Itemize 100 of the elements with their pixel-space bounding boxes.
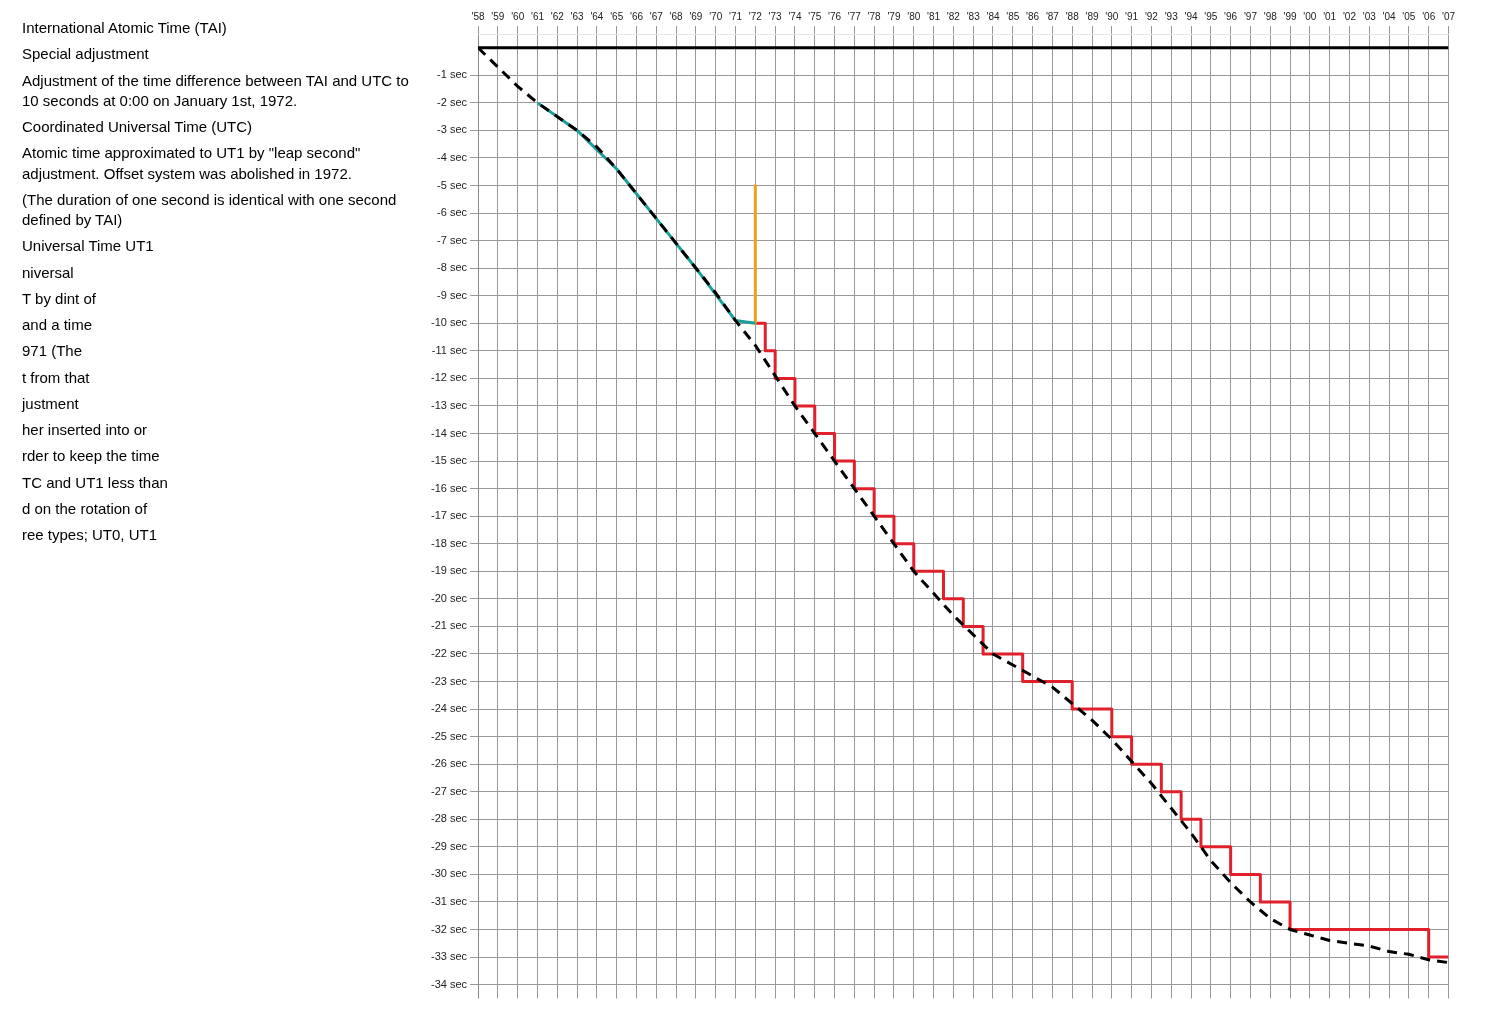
text: Atomic time approximated to UT1 by "leap second" adjustment. Offset system was abolished in 1972. — [22, 143, 362, 184]
x-tick-label: '60 — [511, 10, 525, 22]
text: T by dint of — [22, 288, 97, 309]
y-tick-label: -34 sec — [430, 977, 468, 990]
y-tick-label: -3 sec — [437, 123, 468, 136]
x-tick-label: '75 — [808, 10, 822, 22]
text: her inserted into or — [22, 420, 149, 440]
x-tick-label: '84 — [986, 10, 1000, 22]
x-tick-label: '87 — [1045, 10, 1060, 22]
x-tick-label: '03 — [1362, 10, 1377, 22]
x-tick-label: '79 — [887, 10, 901, 22]
text: 971 (The — [22, 341, 84, 362]
text: ree types; UT0, UT1 — [22, 525, 159, 545]
x-tick-label: '83 — [966, 10, 981, 22]
y-tick-label: -15 sec — [430, 454, 468, 467]
y-tick-label: -28 sec — [430, 812, 468, 825]
text: niversal — [22, 262, 75, 283]
x-tick-label: '58 — [471, 10, 486, 22]
x-tick-label: '73 — [768, 10, 783, 22]
y-tick-label: -21 sec — [430, 619, 468, 632]
y-tick-label: -2 sec — [437, 95, 468, 108]
x-tick-label: '01 — [1323, 10, 1337, 22]
text: justment — [22, 393, 80, 414]
x-tick-label: '82 — [946, 10, 961, 22]
x-tick-label: '70 — [709, 10, 723, 22]
x-tick-label: '66 — [629, 10, 644, 22]
text: International Atomic Time (TAI) — [22, 18, 228, 38]
text: t from that — [22, 367, 91, 388]
text: Universal Time UT1 — [22, 236, 155, 257]
x-tick-label: '95 — [1204, 10, 1218, 22]
x-tick-label: '65 — [610, 10, 624, 22]
x-tick-label: '94 — [1184, 10, 1198, 22]
y-tick-label: -22 sec — [430, 647, 468, 659]
x-tick-label: '99 — [1283, 10, 1297, 22]
x-tick-label: '62 — [550, 10, 565, 22]
y-tick-label: -4 sec — [437, 151, 468, 164]
y-tick-label: -27 sec — [430, 784, 468, 797]
y-tick-label: -13 sec — [430, 399, 468, 412]
y-tick-label: -5 sec — [437, 178, 468, 191]
y-tick-label: -7 sec — [437, 233, 468, 246]
y-tick-label: -25 sec — [430, 729, 468, 742]
x-tick-label: '76 — [828, 10, 842, 22]
x-tick-label: '69 — [689, 10, 703, 22]
x-tick-label: '59 — [491, 10, 505, 22]
x-tick-label: '71 — [729, 10, 743, 22]
text: Coordinated Universal Time (UTC) — [22, 117, 254, 137]
y-tick-label: -29 sec — [430, 839, 468, 852]
y-tick-label: -14 sec — [430, 426, 468, 439]
x-tick-label: '85 — [1006, 10, 1020, 22]
x-tick-label: '02 — [1342, 10, 1357, 22]
y-tick-label: -26 sec — [430, 757, 468, 770]
x-tick-label: '88 — [1065, 10, 1080, 22]
x-tick-label: '74 — [788, 10, 802, 22]
x-tick-label: '92 — [1144, 10, 1159, 22]
x-tick-label: '93 — [1164, 10, 1179, 22]
y-tick-label: -24 sec — [430, 702, 468, 715]
x-tick-label: '05 — [1402, 10, 1416, 22]
x-tick-label: '86 — [1026, 10, 1040, 22]
y-tick-label: -11 sec — [431, 343, 468, 356]
x-tick-label: '06 — [1422, 10, 1436, 22]
y-tick-label: -12 sec — [430, 371, 468, 384]
x-tick-label: '90 — [1105, 10, 1119, 22]
x-tick-label: '72 — [748, 10, 763, 22]
y-tick-label: -31 sec — [430, 894, 468, 907]
y-tick-label: -23 sec — [430, 674, 468, 687]
x-tick-label: '64 — [590, 10, 604, 22]
x-tick-label: '97 — [1243, 10, 1258, 22]
text: d on the rotation of — [22, 498, 149, 519]
text: Special adjustment — [22, 44, 150, 65]
y-tick-label: -32 sec — [430, 922, 468, 935]
y-tick-label: -6 sec — [437, 206, 468, 219]
x-tick-label: '77 — [847, 10, 862, 22]
text: Adjustment of the time difference between TAI and UTC to 10 seconds at 0:00 on January 1st, 1972. — [22, 70, 410, 111]
x-tick-label: '81 — [927, 10, 941, 22]
y-tick-label: -18 sec — [430, 536, 468, 549]
x-tick-label: '07 — [1441, 10, 1456, 22]
y-tick-label: -1 sec — [437, 68, 468, 81]
y-tick-label: -9 sec — [437, 288, 468, 301]
x-tick-label: '80 — [907, 10, 921, 22]
text: TC and UT1 less than — [22, 472, 169, 493]
text: (The duration of one second is identical with one second defined by TAI) — [22, 189, 398, 230]
x-tick-label: '67 — [649, 10, 664, 22]
x-tick-label: '68 — [669, 10, 684, 22]
y-tick-label: -17 sec — [430, 509, 468, 522]
x-tick-label: '61 — [530, 10, 545, 22]
y-tick-label: -10 sec — [430, 316, 468, 329]
x-tick-label: '78 — [867, 10, 882, 22]
text: rder to keep the time — [22, 446, 161, 467]
y-tick-label: -30 sec — [430, 867, 468, 880]
x-tick-label: '63 — [570, 10, 585, 22]
x-tick-label: '00 — [1303, 10, 1317, 22]
y-tick-label: -19 sec — [430, 564, 468, 577]
x-tick-label: '04 — [1382, 10, 1397, 22]
y-tick-label: -33 sec — [430, 950, 468, 963]
x-tick-label: '96 — [1224, 10, 1238, 22]
y-tick-label: -8 sec — [437, 261, 468, 274]
y-tick-label: -16 sec — [430, 481, 468, 494]
y-tick-label: -20 sec — [430, 591, 468, 604]
x-tick-label: '91 — [1125, 10, 1139, 22]
x-tick-label: '98 — [1263, 10, 1278, 22]
